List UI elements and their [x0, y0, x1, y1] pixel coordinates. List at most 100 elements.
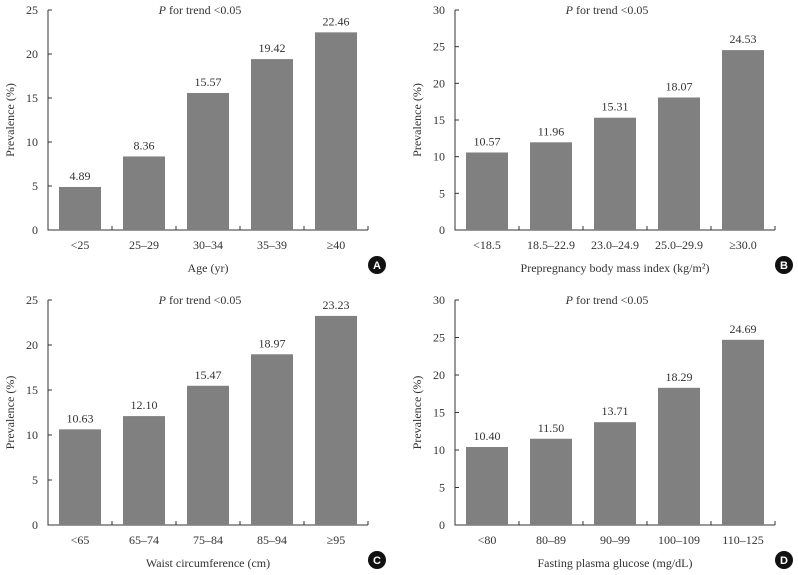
x-tick-label: 35–39: [257, 238, 287, 252]
y-tick-label: 25: [26, 293, 38, 307]
x-tick-label: 85–94: [257, 533, 287, 547]
x-tick-label: ≥30.0: [729, 238, 757, 252]
x-tick-label: 18.5–22.9: [527, 238, 575, 252]
bar: [722, 339, 764, 525]
panel-badge: [368, 256, 386, 274]
trend-annotation: P for trend <0.05: [565, 3, 649, 17]
x-tick-label: 30–34: [193, 238, 223, 252]
bar: [123, 156, 165, 230]
y-tick-label: 30: [433, 3, 445, 17]
panel-d: 0 5 10 15 20 25 30 10.40 <80 11.50 80–89 13.71 90–99…: [410, 293, 793, 570]
x-axis-label: Fasting plasma glucose (mg/dL): [538, 556, 693, 570]
bar: [594, 117, 636, 230]
trend-annotation: P for trend <0.05: [565, 293, 649, 307]
panel-a: 0 5 10 15 20 25 4.89 <25 8.36 25–29 15.57 30–34 19.4…: [3, 3, 386, 275]
bar: [315, 32, 357, 230]
bar: [466, 447, 508, 525]
bar: [530, 142, 572, 230]
y-tick-label: 25: [433, 40, 445, 54]
y-tick-label: 5: [32, 179, 38, 193]
bar: [251, 354, 293, 525]
value-label: 15.57: [195, 75, 222, 89]
y-tick-label: 20: [26, 338, 38, 352]
y-tick-label: 10: [26, 135, 38, 149]
value-label: 18.97: [259, 336, 286, 350]
panel-badge-label: B: [780, 260, 788, 272]
value-label: 23.23: [323, 298, 350, 312]
value-label: 15.31: [602, 100, 629, 114]
value-label: 11.96: [538, 124, 565, 138]
y-tick-label: 20: [26, 47, 38, 61]
y-tick-label: 5: [439, 186, 445, 200]
value-label: 10.63: [67, 411, 94, 425]
y-axis-label: Prevalence (%): [410, 83, 424, 157]
bar: [251, 59, 293, 230]
y-tick-label: 20: [433, 368, 445, 382]
value-label: 10.40: [474, 429, 501, 443]
value-label: 15.47: [195, 368, 222, 382]
x-tick-label: 110–125: [722, 533, 764, 547]
value-label: 13.71: [602, 404, 629, 418]
y-axis-label: Prevalence (%): [3, 376, 17, 450]
y-axis-label: Prevalence (%): [3, 83, 17, 157]
value-label: 18.07: [666, 79, 693, 93]
y-tick-label: 30: [433, 293, 445, 307]
x-tick-label: ≥95: [327, 533, 346, 547]
bar: [658, 97, 700, 230]
bar: [315, 315, 357, 525]
value-label: 24.53: [730, 32, 757, 46]
panel-badge: [775, 256, 793, 274]
x-tick-label: ≥40: [327, 238, 346, 252]
y-tick-label: 10: [433, 150, 445, 164]
bar: [59, 429, 101, 525]
y-tick-label: 0: [32, 223, 38, 237]
y-tick-label: 25: [433, 331, 445, 345]
bar: [530, 438, 572, 525]
value-label: 4.89: [70, 169, 91, 183]
panel-b: 0 5 10 15 20 25 30 10.57 <18.5 11.96 18.5–22.9 15.3…: [410, 3, 793, 275]
x-tick-label: 100–109: [658, 533, 700, 547]
trend-annotation: P for trend <0.05: [158, 3, 242, 17]
x-tick-label: 25–29: [129, 238, 159, 252]
panel-badge: [775, 551, 793, 569]
trend-annotation: P for trend <0.05: [158, 293, 242, 307]
bar: [466, 152, 508, 230]
bar: [594, 422, 636, 525]
y-tick-label: 5: [32, 473, 38, 487]
x-tick-label: <18.5: [473, 238, 501, 252]
y-tick-label: 10: [433, 443, 445, 457]
x-tick-label: <80: [478, 533, 497, 547]
bar: [722, 50, 764, 230]
y-tick-label: 0: [439, 518, 445, 532]
value-label: 12.10: [131, 398, 158, 412]
x-tick-label: 75–84: [193, 533, 223, 547]
value-label: 24.69: [730, 322, 757, 336]
value-label: 18.29: [666, 370, 693, 384]
x-tick-label: <25: [71, 238, 90, 252]
x-axis-label: Prepregnancy body mass index (kg/m²): [521, 261, 710, 275]
bar: [187, 92, 229, 230]
y-tick-label: 0: [32, 518, 38, 532]
y-tick-label: 15: [433, 113, 445, 127]
value-label: 22.46: [323, 14, 350, 28]
x-tick-label: 23.0–24.9: [591, 238, 639, 252]
x-tick-label: <65: [71, 533, 90, 547]
bar: [59, 186, 101, 230]
x-tick-label: 65–74: [129, 533, 159, 547]
panel-badge-label: C: [373, 555, 381, 567]
y-tick-label: 25: [26, 3, 38, 17]
x-tick-label: 80–89: [536, 533, 566, 547]
bar: [187, 385, 229, 525]
value-label: 10.57: [474, 134, 501, 148]
panel-badge-label: D: [780, 555, 788, 567]
y-tick-label: 5: [439, 481, 445, 495]
y-tick-label: 10: [26, 428, 38, 442]
y-axis-label: Prevalence (%): [410, 376, 424, 450]
y-tick-label: 15: [26, 383, 38, 397]
panel-badge-label: A: [373, 260, 381, 272]
y-tick-label: 20: [433, 76, 445, 90]
x-axis-label: Waist circumference (cm): [146, 556, 270, 570]
y-tick-label: 15: [433, 406, 445, 420]
panel-badge: [368, 551, 386, 569]
